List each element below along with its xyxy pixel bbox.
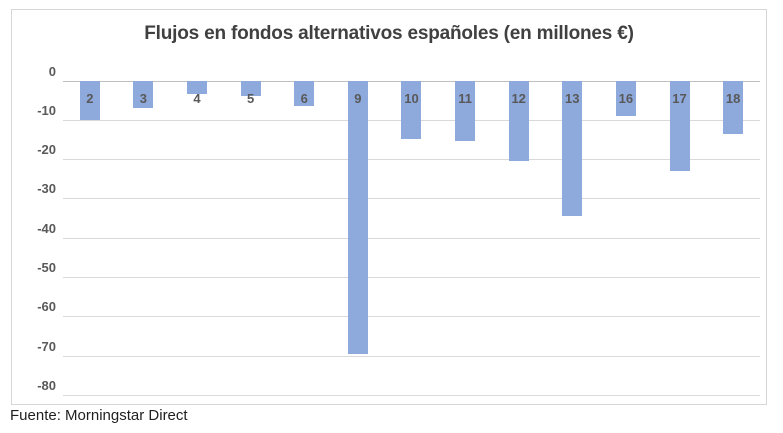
y-tick-label: -40 [37, 220, 56, 236]
bar-slot: 18 [706, 80, 760, 396]
bar-category-label: 13 [565, 90, 580, 106]
bar-category-label: 6 [300, 90, 308, 106]
chart-container: Flujos en fondos alternativos españoles … [11, 9, 767, 405]
bar-category-label: 16 [618, 90, 634, 106]
bar-slot: 9 [331, 80, 385, 396]
bar-category-label: 11 [458, 90, 472, 106]
y-tick-label: -30 [37, 181, 56, 197]
y-tick-label: -70 [37, 338, 56, 354]
y-tick-label: -20 [37, 142, 56, 158]
bar-slot: 17 [653, 80, 707, 396]
bar [294, 80, 315, 107]
bar [240, 80, 261, 97]
y-tick-label: -80 [37, 378, 56, 393]
bar-slot: 10 [385, 80, 439, 396]
bar [347, 80, 368, 354]
bar [562, 80, 583, 217]
bar-slot: 16 [599, 80, 653, 396]
y-tick-label: -60 [37, 299, 56, 315]
y-tick-label: -50 [37, 260, 56, 276]
gridline [63, 277, 760, 279]
gridline [63, 237, 760, 239]
bar-category-label: 18 [725, 90, 741, 106]
y-tick-label: -10 [37, 102, 56, 118]
bar-slot: 2 [63, 80, 117, 396]
gridline [63, 198, 760, 200]
bar [401, 80, 422, 140]
bar-slot: 3 [117, 80, 171, 396]
bar [508, 80, 529, 162]
plot-area: 2 3 4 5 6 9 10 11 12 13 16 17 18 [63, 80, 760, 396]
bar-category-label: 2 [86, 90, 94, 106]
bar-category-label: 3 [139, 90, 148, 106]
bar-slot: 4 [170, 80, 224, 396]
bar [79, 80, 100, 120]
bar-category-label: 5 [247, 90, 255, 106]
bar-slot: 5 [224, 80, 278, 396]
bar-category-label: 10 [404, 90, 419, 106]
bar [615, 80, 636, 116]
bars-layer: 2 3 4 5 6 9 10 11 12 13 16 17 18 [63, 80, 760, 396]
bar-slot: 13 [545, 80, 599, 396]
bar-slot: 12 [492, 80, 546, 396]
bar-slot: 6 [277, 80, 331, 396]
gridline [63, 355, 760, 357]
bar [723, 80, 744, 134]
source-caption: Fuente: Morningstar Direct [10, 407, 188, 424]
bar [669, 80, 690, 171]
bar-category-label: 9 [354, 90, 362, 106]
y-tick-label: 0 [48, 63, 56, 79]
bar-category-label: 4 [193, 90, 201, 106]
bar-slot: 11 [438, 80, 492, 396]
gridline [63, 316, 760, 318]
chart-title: Flujos en fondos alternativos españoles … [144, 23, 634, 44]
bar [455, 80, 476, 141]
bar [187, 80, 208, 95]
bar-category-label: 12 [511, 90, 526, 106]
bar [133, 80, 154, 109]
gridline [63, 395, 760, 396]
gridline [63, 159, 760, 161]
bar-category-label: 17 [672, 90, 687, 106]
